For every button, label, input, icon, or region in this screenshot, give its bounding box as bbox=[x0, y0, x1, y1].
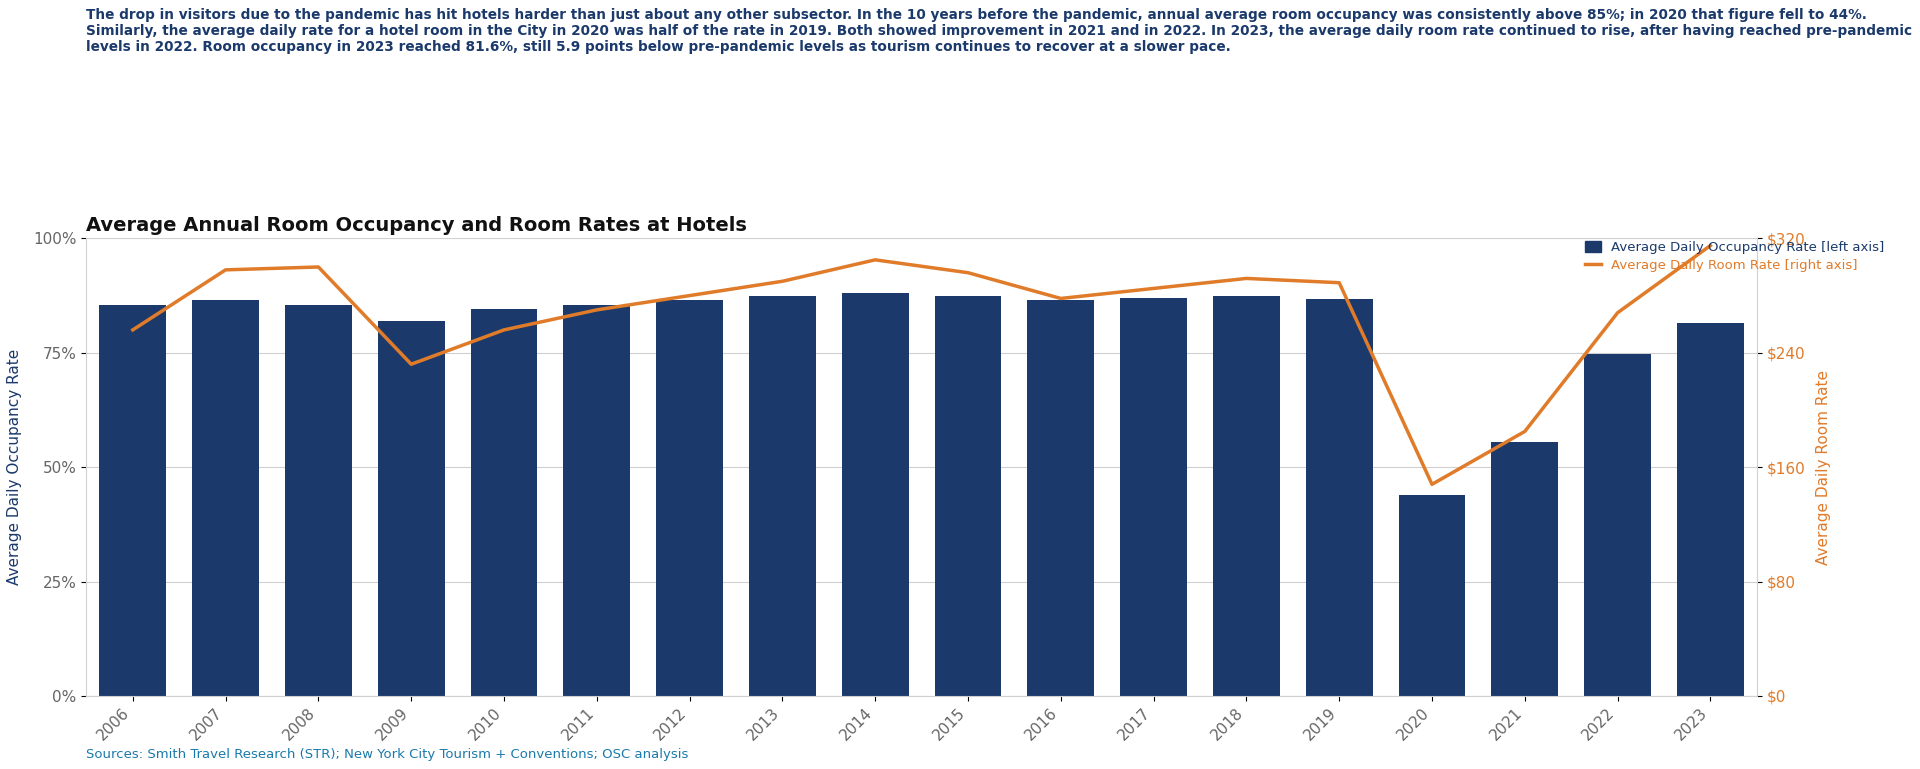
Bar bbox=[1398, 494, 1465, 696]
Bar bbox=[1213, 295, 1281, 696]
Bar bbox=[192, 300, 259, 696]
Bar bbox=[841, 293, 908, 696]
Bar bbox=[1676, 322, 1743, 696]
Bar bbox=[935, 295, 1002, 696]
Bar bbox=[470, 309, 538, 696]
Bar bbox=[1119, 298, 1187, 696]
Bar bbox=[657, 300, 724, 696]
Bar bbox=[378, 321, 445, 696]
Bar bbox=[100, 305, 167, 696]
Text: The drop in visitors due to the pandemic has hit hotels harder than just about a: The drop in visitors due to the pandemic… bbox=[86, 8, 1912, 54]
Bar bbox=[284, 305, 351, 696]
Bar bbox=[563, 305, 630, 696]
Bar bbox=[1306, 299, 1373, 696]
Bar bbox=[1027, 300, 1094, 696]
Bar bbox=[1492, 442, 1559, 696]
Y-axis label: Average Daily Room Rate: Average Daily Room Rate bbox=[1816, 370, 1832, 564]
Legend: Average Daily Occupancy Rate [left axis], Average Daily Room Rate [right axis]: Average Daily Occupancy Rate [left axis]… bbox=[1586, 241, 1885, 272]
Y-axis label: Average Daily Occupancy Rate: Average Daily Occupancy Rate bbox=[8, 349, 21, 585]
Text: Sources: Smith Travel Research (STR); New York City Tourism + Conventions; OSC a: Sources: Smith Travel Research (STR); Ne… bbox=[86, 748, 689, 761]
Bar bbox=[1584, 354, 1651, 696]
Text: Average Annual Room Occupancy and Room Rates at Hotels: Average Annual Room Occupancy and Room R… bbox=[86, 215, 747, 235]
Bar bbox=[749, 295, 816, 696]
